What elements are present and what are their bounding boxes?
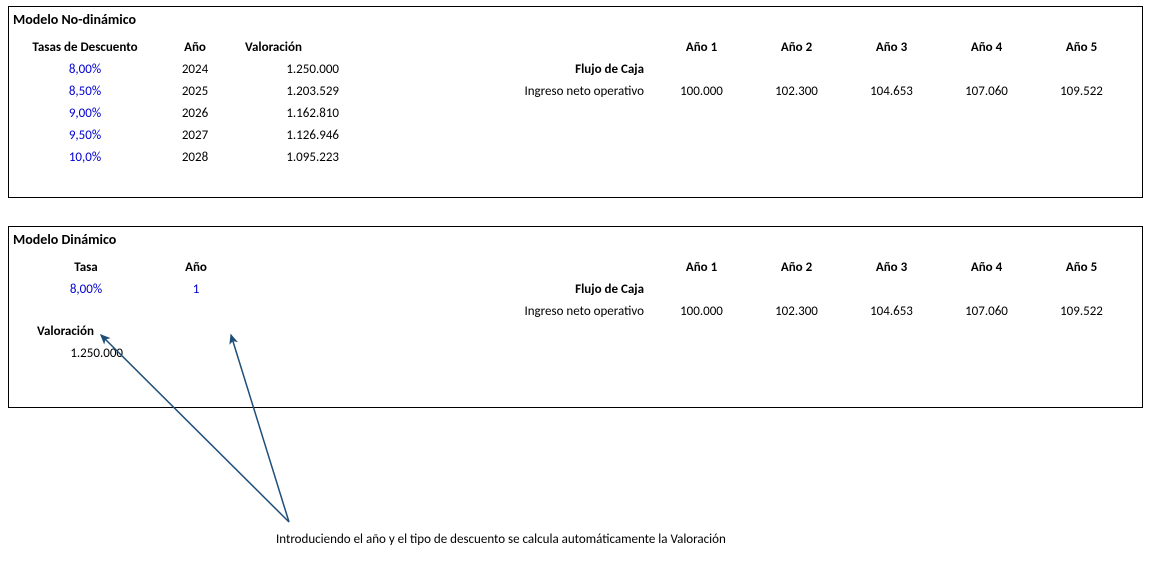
table-row: 10,0% 2028 1.095.223	[15, 146, 345, 168]
value-valoracion: 1.250.000	[31, 342, 141, 364]
label-ingreso-neto: Ingreso neto operativo	[459, 300, 654, 322]
table-row: 9,00% 2026 1.162.810	[15, 102, 345, 124]
header-anio1: Año 1	[654, 36, 749, 58]
header-anio2: Año 2	[749, 36, 844, 58]
label-valoracion: Valoración	[31, 320, 141, 342]
panel-title-dinamico: Modelo Dinámico	[9, 227, 1142, 250]
header-tasas: Tasas de Descuento	[15, 36, 155, 58]
header-anio4: Año 4	[939, 256, 1034, 278]
header-valoracion: Valoración	[235, 36, 345, 58]
cell-cf1: 100.000	[654, 300, 749, 322]
cell-rate: 8,00%	[15, 58, 155, 80]
cell-cf3: 104.653	[844, 80, 939, 102]
table-valoracion-dinamico: Valoración 1.250.000	[31, 320, 141, 364]
cell-valuation: 1.250.000	[235, 58, 345, 80]
panel-no-dinamico: Modelo No-dinámico Tasas de Descuento Añ…	[8, 6, 1143, 198]
cell-cf2: 102.300	[749, 80, 844, 102]
header-anio4: Año 4	[939, 36, 1034, 58]
header-tasa: Tasa	[31, 256, 141, 278]
cell-year: 2026	[155, 102, 235, 124]
table-row: 8,00% 2024 1.250.000	[15, 58, 345, 80]
input-anio[interactable]: 1	[141, 278, 251, 300]
cell-cf4: 107.060	[939, 80, 1034, 102]
cell-valuation: 1.162.810	[235, 102, 345, 124]
header-anio3: Año 3	[844, 256, 939, 278]
cell-valuation: 1.203.529	[235, 80, 345, 102]
cell-cf1: 100.000	[654, 80, 749, 102]
cell-rate: 9,50%	[15, 124, 155, 146]
table-tasas-valoracion: Tasas de Descuento Año Valoración 8,00% …	[15, 36, 345, 168]
cell-year: 2024	[155, 58, 235, 80]
table-flujo-caja-dyn: Año 1 Año 2 Año 3 Año 4 Año 5 Flujo de C…	[459, 256, 1129, 322]
table-row: 9,50% 2027 1.126.946	[15, 124, 345, 146]
header-anio: Año	[155, 36, 235, 58]
cell-valuation: 1.095.223	[235, 146, 345, 168]
header-anio-dyn: Año	[141, 256, 251, 278]
cell-cf2: 102.300	[749, 300, 844, 322]
header-anio3: Año 3	[844, 36, 939, 58]
label-flujo-caja: Flujo de Caja	[459, 278, 654, 300]
table-flujo-caja-nodyn: Año 1 Año 2 Año 3 Año 4 Año 5 Flujo de C…	[459, 36, 1129, 102]
annotation-caption: Introduciendo el año y el tipo de descue…	[276, 532, 726, 547]
cell-year: 2027	[155, 124, 235, 146]
header-anio5: Año 5	[1034, 36, 1129, 58]
header-anio5: Año 5	[1034, 256, 1129, 278]
cell-year: 2028	[155, 146, 235, 168]
cell-rate: 9,00%	[15, 102, 155, 124]
label-flujo-caja: Flujo de Caja	[459, 58, 654, 80]
cell-cf4: 107.060	[939, 300, 1034, 322]
table-row: 8,50% 2025 1.203.529	[15, 80, 345, 102]
label-ingreso-neto: Ingreso neto operativo	[459, 80, 654, 102]
cell-year: 2025	[155, 80, 235, 102]
input-tasa[interactable]: 8,00%	[31, 278, 141, 300]
header-anio2: Año 2	[749, 256, 844, 278]
cell-rate: 10,0%	[15, 146, 155, 168]
cell-cf3: 104.653	[844, 300, 939, 322]
cell-rate: 8,50%	[15, 80, 155, 102]
panel-title-no-dinamico: Modelo No-dinámico	[9, 7, 1142, 30]
cell-cf5: 109.522	[1034, 300, 1129, 322]
table-inputs-dinamico: Tasa Año 8,00% 1	[31, 256, 251, 300]
cell-cf5: 109.522	[1034, 80, 1129, 102]
panel-dinamico: Modelo Dinámico Tasa Año 8,00% 1 Valorac…	[8, 226, 1143, 408]
cell-valuation: 1.126.946	[235, 124, 345, 146]
header-anio1: Año 1	[654, 256, 749, 278]
